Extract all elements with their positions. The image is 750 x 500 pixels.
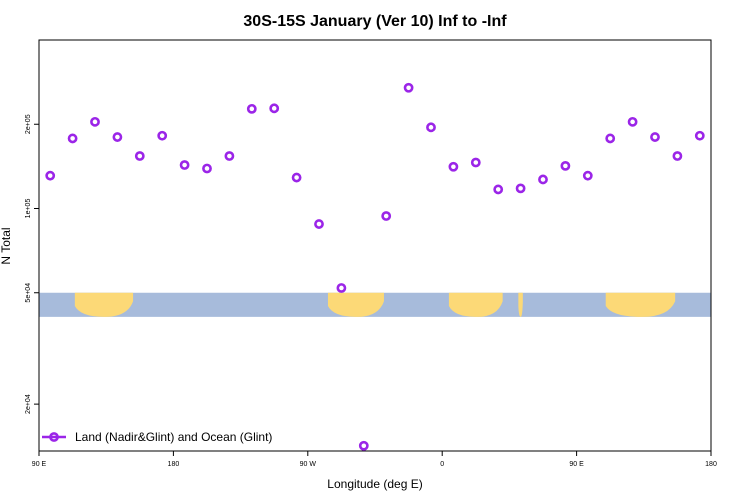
land-mass	[518, 292, 523, 317]
data-point	[672, 151, 683, 161]
land-mass	[605, 292, 676, 317]
data-point	[134, 151, 145, 161]
y-tick-label: 2e+04	[25, 394, 32, 414]
x-tick-label: 90 W	[300, 461, 317, 468]
data-point	[538, 174, 548, 185]
data-point	[112, 132, 123, 142]
data-point	[90, 116, 100, 127]
data-point	[515, 183, 526, 194]
land-mass	[74, 292, 134, 317]
x-tick-label: 90 E	[569, 461, 584, 468]
data-point	[358, 440, 369, 451]
data-point	[336, 283, 347, 293]
data-point	[650, 132, 660, 142]
data-point	[426, 122, 436, 133]
chart-title: 30S-15S January (Ver 10) Inf to -Inf	[243, 13, 507, 30]
data-points	[45, 82, 705, 451]
data-point	[67, 133, 78, 144]
data-point	[246, 103, 257, 114]
y-axis: 2e+04 5e+04 1e+05 2e+05	[25, 114, 39, 414]
data-point	[448, 161, 459, 172]
data-point	[493, 184, 504, 195]
x-tick-label: 180	[168, 461, 180, 468]
x-tick-label: 180	[705, 461, 717, 468]
plot-frame	[38, 39, 712, 452]
y-tick-label: 2e+05	[25, 114, 32, 134]
x-axis: 90 E 180 90 W 0 90 E 180	[32, 451, 717, 468]
legend-marker	[49, 432, 59, 442]
y-axis-label: N Total	[0, 227, 13, 264]
x-tick-label: 90 E	[32, 461, 47, 468]
data-point	[560, 160, 571, 171]
data-point	[224, 151, 235, 161]
y-tick-label: 5e+04	[25, 283, 32, 303]
data-point	[45, 170, 56, 181]
legend-label: Land (Nadir&Glint) and Ocean (Glint)	[75, 430, 272, 444]
data-point	[157, 130, 168, 141]
x-tick-label: 0	[440, 461, 444, 468]
data-point	[694, 130, 705, 141]
data-point	[269, 103, 280, 114]
data-point	[202, 163, 212, 174]
data-point	[314, 219, 324, 229]
x-axis-label: Longitude (deg E)	[327, 477, 422, 491]
data-point	[179, 160, 190, 170]
data-point	[291, 172, 302, 183]
land-mass	[327, 292, 384, 317]
world-map-band	[39, 292, 711, 317]
data-point	[627, 116, 638, 127]
data-point	[605, 133, 616, 144]
data-point	[403, 82, 414, 93]
y-tick-label: 1e+05	[25, 199, 32, 219]
data-point	[470, 157, 481, 168]
data-point	[381, 211, 392, 221]
data-point	[582, 170, 593, 181]
land-mass	[448, 292, 503, 317]
legend: Land (Nadir&Glint) and Ocean (Glint)	[42, 430, 272, 444]
